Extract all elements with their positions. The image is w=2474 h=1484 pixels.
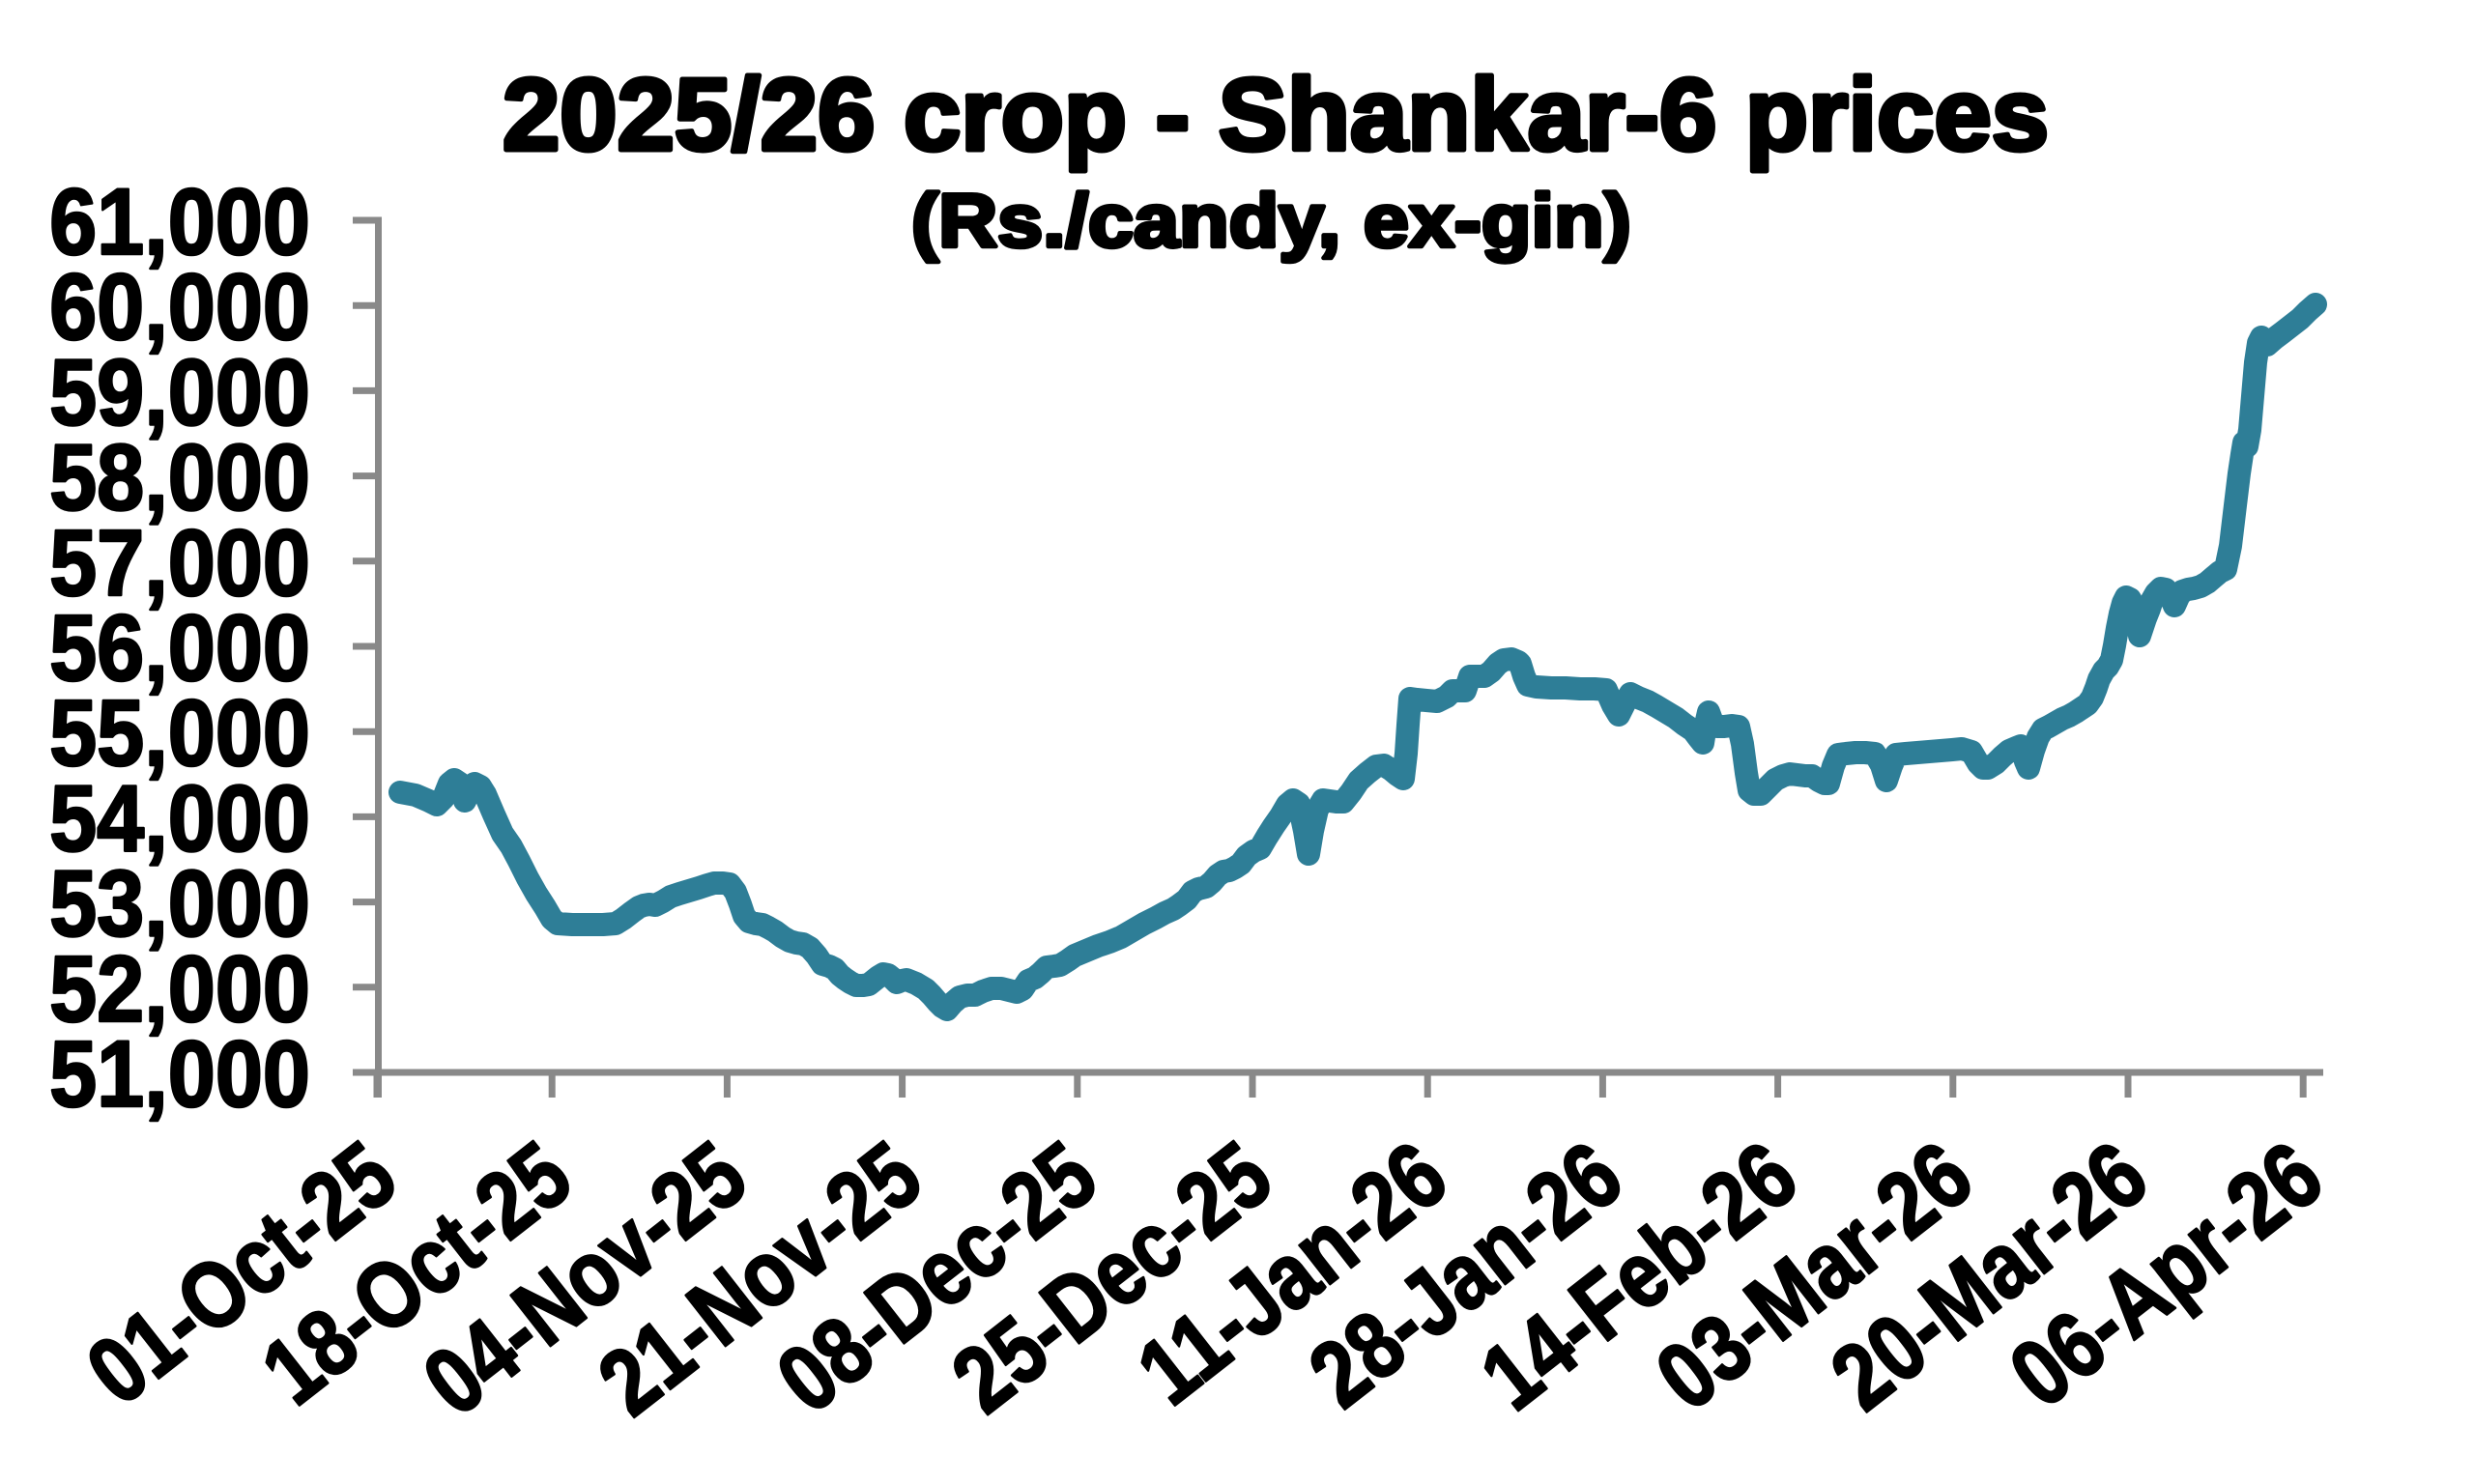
svg-text:60,000: 60,000	[49, 254, 310, 359]
svg-text:55,000: 55,000	[49, 680, 310, 785]
svg-text:(Rs./candy, ex-gin): (Rs./candy, ex-gin)	[911, 179, 1631, 263]
svg-text:54,000: 54,000	[49, 766, 310, 871]
svg-text:53,000: 53,000	[49, 851, 310, 956]
svg-text:57,000: 57,000	[49, 510, 310, 615]
svg-text:51,000: 51,000	[49, 1021, 310, 1127]
svg-text:2025/26 crop - Shankar-6 price: 2025/26 crop - Shankar-6 prices	[503, 57, 2049, 172]
svg-text:59,000: 59,000	[49, 340, 310, 445]
svg-text:56,000: 56,000	[49, 595, 310, 700]
svg-text:52,000: 52,000	[49, 936, 310, 1042]
svg-text:61,000: 61,000	[49, 169, 310, 274]
svg-text:58,000: 58,000	[49, 425, 310, 530]
